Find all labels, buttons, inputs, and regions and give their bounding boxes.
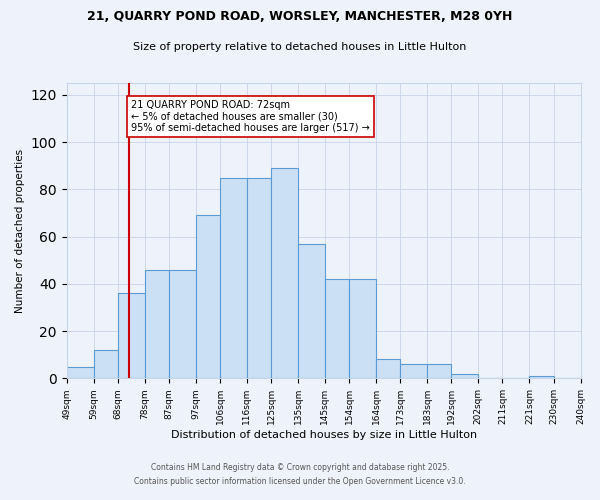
Bar (196, 216, 220, 378)
Bar (94, 350, 118, 378)
Bar (169, 270, 196, 378)
Bar (349, 279, 376, 378)
Bar (145, 270, 169, 378)
Bar (400, 364, 427, 378)
Text: Size of property relative to detached houses in Little Hulton: Size of property relative to detached ho… (133, 42, 467, 52)
Bar (376, 360, 400, 378)
Text: Contains HM Land Registry data © Crown copyright and database right 2025.: Contains HM Land Registry data © Crown c… (151, 464, 449, 472)
Text: 21, QUARRY POND ROAD, WORSLEY, MANCHESTER, M28 0YH: 21, QUARRY POND ROAD, WORSLEY, MANCHESTE… (88, 10, 512, 23)
Bar (427, 364, 451, 378)
Bar (220, 178, 247, 378)
Text: Contains public sector information licensed under the Open Government Licence v3: Contains public sector information licen… (134, 477, 466, 486)
Bar (271, 168, 298, 378)
Y-axis label: Number of detached properties: Number of detached properties (15, 148, 25, 312)
Bar (325, 279, 349, 378)
X-axis label: Distribution of detached houses by size in Little Hulton: Distribution of detached houses by size … (170, 430, 476, 440)
Bar (67, 366, 94, 378)
Bar (451, 374, 478, 378)
Text: 21 QUARRY POND ROAD: 72sqm
← 5% of detached houses are smaller (30)
95% of semi-: 21 QUARRY POND ROAD: 72sqm ← 5% of detac… (131, 100, 370, 132)
Bar (298, 244, 325, 378)
Bar (581, 376, 600, 378)
Bar (247, 178, 271, 378)
Bar (118, 294, 145, 378)
Bar (529, 376, 554, 378)
